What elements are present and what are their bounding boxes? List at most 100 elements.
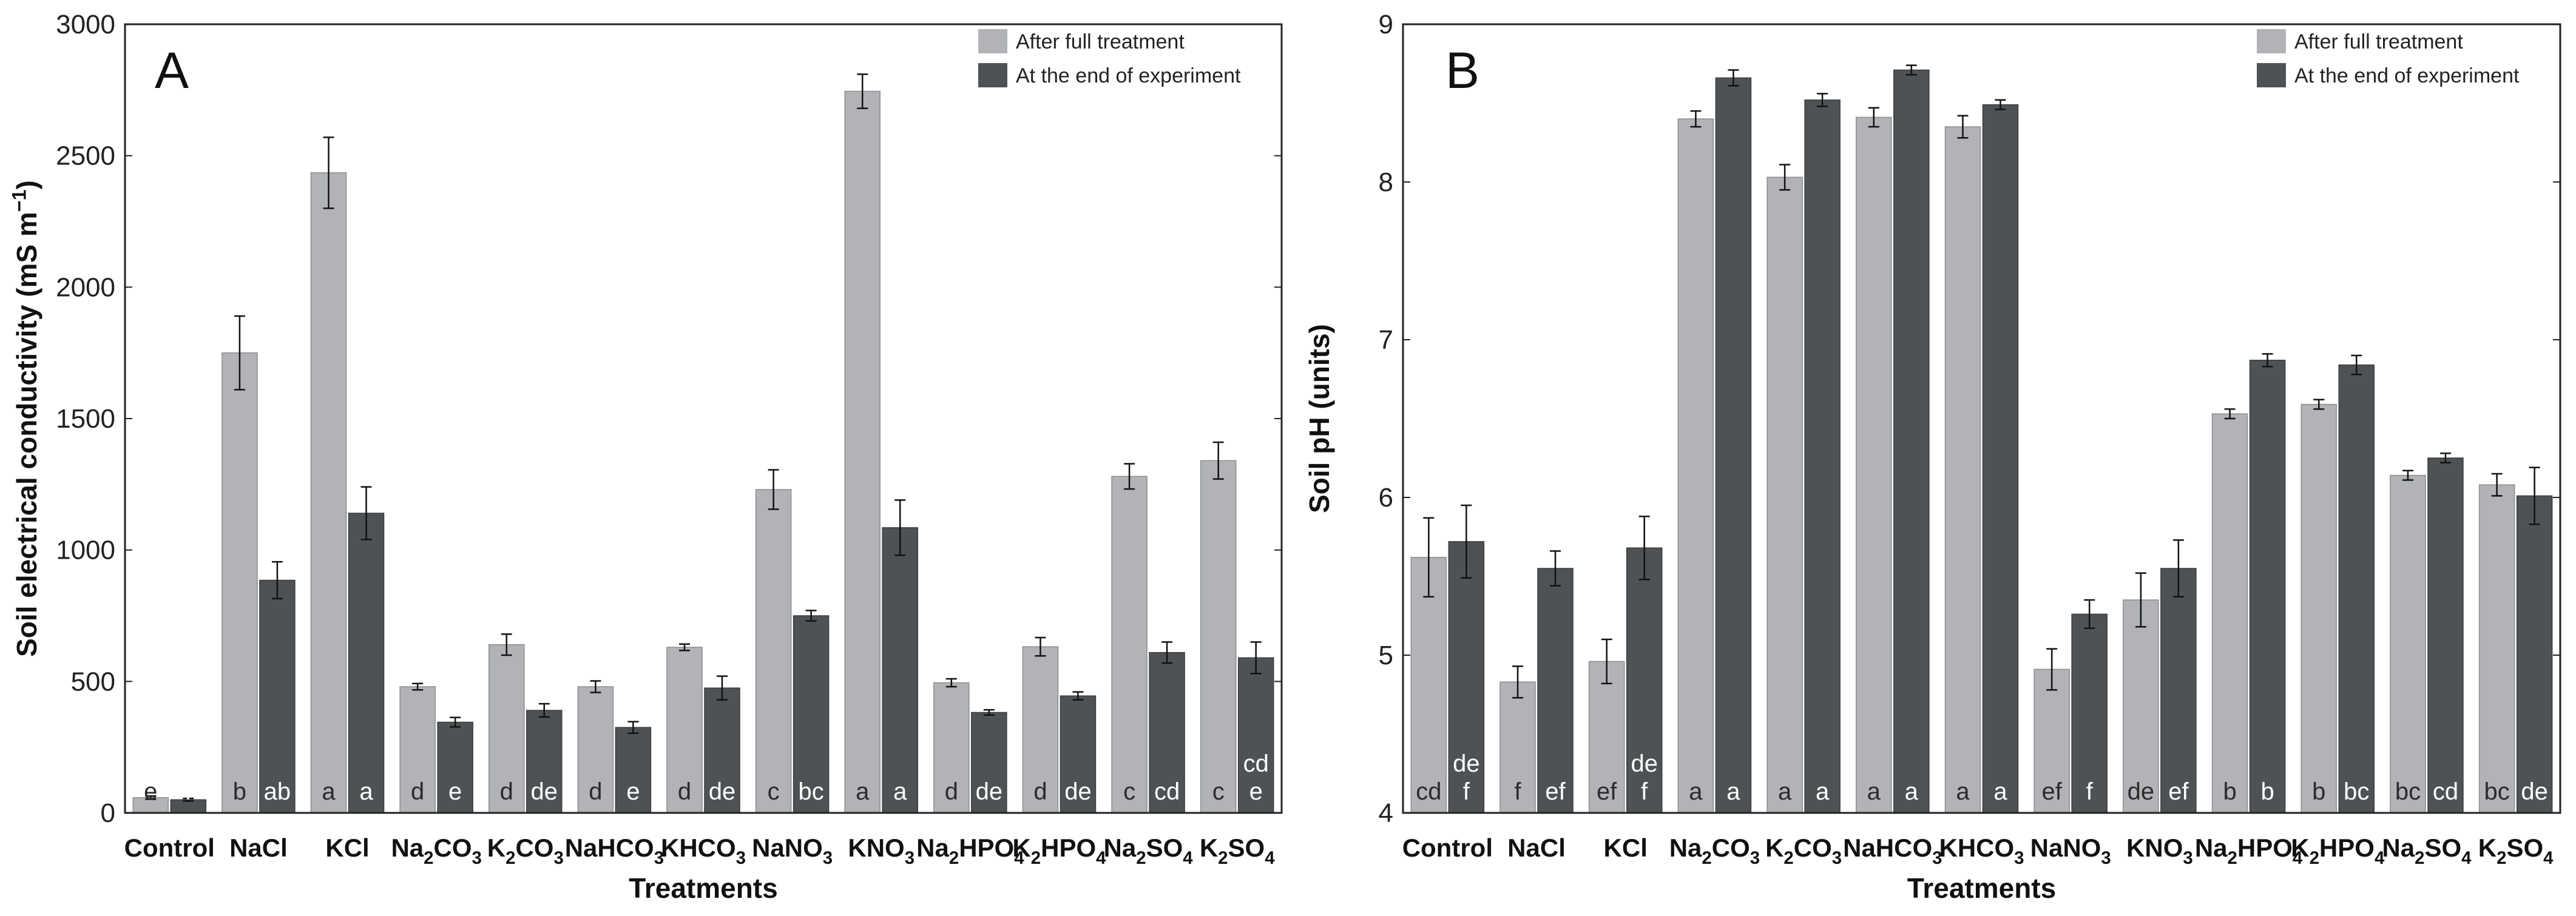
y-tick-label: 5 [1379, 641, 1393, 670]
x-category-label: NaCl [229, 833, 288, 862]
x-category-label: K2CO3 [1765, 833, 1842, 868]
y-tick-label: 3000 [56, 10, 115, 39]
bar [1060, 695, 1097, 813]
bar [310, 172, 347, 813]
bar [2427, 457, 2464, 813]
legend-swatch [2257, 29, 2286, 53]
significance-letter: d [500, 778, 513, 805]
significance-letter: de [1453, 750, 1480, 777]
significance-letter: f [1463, 778, 1470, 805]
significance-letter: a [1726, 778, 1740, 805]
significance-letter: a [1867, 778, 1881, 805]
bar [221, 352, 258, 813]
y-tick-label: 7 [1379, 325, 1393, 355]
y-axis-title: Soil pH (units) [1303, 324, 1335, 513]
significance-letter: e [626, 778, 640, 805]
x-category-label: KCl [1604, 833, 1648, 862]
significance-letter: bc [798, 778, 823, 805]
x-category-label: K2SO4 [1200, 833, 1275, 868]
significance-letter: a [1905, 778, 1919, 805]
significance-letter: ef [2042, 778, 2063, 805]
x-category-label: KNO3 [2126, 833, 2193, 868]
bar [971, 712, 1007, 813]
significance-letter: a [1993, 778, 2007, 805]
significance-letter: a [1689, 778, 1703, 805]
y-tick-label: 8 [1379, 167, 1393, 197]
x-category-label: KNO3 [848, 833, 914, 868]
x-category-label: K2HPO4 [2291, 833, 2385, 868]
x-category-label: NaNO3 [752, 833, 833, 868]
significance-letter: bc [2344, 778, 2369, 805]
significance-letter: d [589, 778, 602, 805]
bar [2123, 599, 2159, 813]
bar [2249, 360, 2286, 813]
bar [437, 721, 473, 813]
panel-label: B [1445, 42, 1479, 99]
significance-letter: c [1212, 778, 1225, 805]
bar [2300, 403, 2338, 813]
bar [1677, 118, 1714, 813]
significance-letter: de [2128, 778, 2155, 805]
bar [1111, 476, 1148, 813]
significance-letter: de [2521, 778, 2548, 805]
x-category-label: K2CO3 [487, 833, 564, 868]
y-tick-label: 1000 [56, 536, 115, 565]
significance-letter: de [976, 778, 1003, 805]
significance-letter: b [2260, 778, 2274, 805]
y-tick-label: 1500 [56, 404, 115, 434]
legend-entry-label: At the end of experiment [1016, 64, 1241, 87]
significance-letter: d [678, 778, 691, 805]
significance-letter: de [531, 778, 558, 805]
plot-frame [1402, 23, 2561, 814]
legend-entry-label: At the end of experiment [2294, 64, 2520, 87]
legend-swatch [978, 63, 1007, 87]
bar [933, 682, 970, 813]
bar [1804, 99, 1841, 813]
bar [259, 579, 296, 813]
bar [1944, 126, 1981, 813]
bar [577, 686, 614, 813]
x-category-label: KCl [325, 833, 369, 862]
x-category-label: NaCl [1507, 833, 1566, 862]
significance-letter: a [322, 778, 336, 805]
significance-letter: a [1816, 778, 1830, 805]
bar [1893, 69, 1930, 813]
significance-letter: a [359, 778, 373, 805]
bar [1410, 557, 1447, 813]
plot-frame [124, 23, 1283, 814]
significance-letter: cd [1243, 750, 1269, 777]
bar [399, 686, 436, 813]
significance-letter: c [1123, 778, 1135, 805]
significance-letter: e [144, 778, 157, 805]
significance-letter: d [945, 778, 958, 805]
bar [1856, 116, 1892, 813]
significance-letter: e [448, 778, 462, 805]
significance-letter: e [1249, 778, 1263, 805]
significance-letter: d [411, 778, 424, 805]
significance-letter: ef [2168, 778, 2189, 805]
significance-letter: de [1631, 750, 1658, 777]
x-category-label: KHCO3 [1939, 833, 2024, 868]
legend-swatch [978, 29, 1007, 53]
bar [2478, 484, 2515, 813]
x-category-label: Na2SO4 [1104, 833, 1194, 868]
bar [1537, 568, 1574, 813]
x-category-label: NaHCO3 [565, 833, 664, 868]
significance-letter: ef [1545, 778, 1566, 805]
significance-letter: f [1641, 778, 1648, 805]
bar [844, 90, 881, 813]
bar [2338, 364, 2375, 813]
significance-letter: d [1033, 778, 1047, 805]
significance-letter: ab [264, 778, 291, 805]
bar [666, 647, 703, 813]
significance-letter: cd [2433, 778, 2458, 805]
significance-letter: b [2312, 778, 2325, 805]
bar [2516, 495, 2553, 813]
legend-entry-label: After full treatment [2294, 30, 2463, 53]
x-category-label: Control [1402, 833, 1493, 862]
significance-letter: f [2086, 778, 2094, 805]
significance-letter: f [1514, 778, 1521, 805]
significance-letter: a [1956, 778, 1970, 805]
